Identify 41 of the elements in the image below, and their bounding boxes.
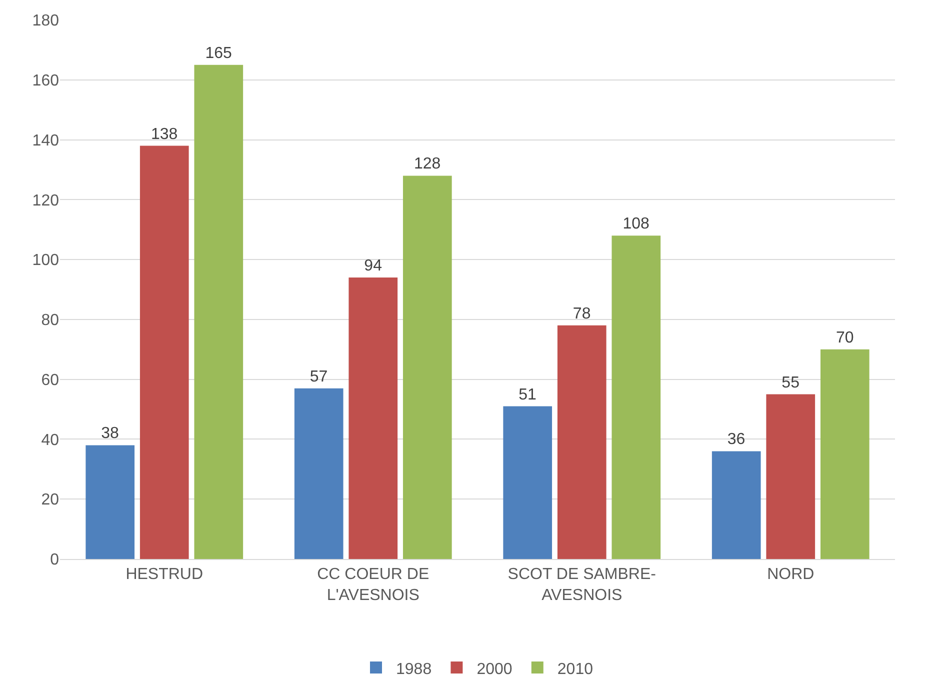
data-label: 128 [414,156,441,173]
bar [86,445,135,559]
data-label: 38 [101,425,120,442]
y-tick-label: 40 [41,432,60,449]
legend-label: 2000 [476,660,512,678]
bar [766,394,816,559]
bar [557,325,606,559]
bar [612,236,661,559]
legend-label: 1988 [396,660,432,678]
bar [140,146,189,559]
bar [402,176,452,559]
x-tick-label: SCOT DE SAMBRE-AVESNOIS [508,566,656,604]
y-tick-label: 20 [41,492,60,509]
data-label: 138 [150,126,178,143]
data-label: 94 [364,258,382,275]
y-tick-label: 180 [32,12,60,30]
bar [294,388,344,559]
data-label: 108 [622,216,650,233]
bar [712,451,761,559]
x-tick-label: CC COEUR DE L'AVESNOIS [317,566,430,604]
bar [503,406,552,559]
y-tick-label: 100 [32,252,60,270]
bar [820,349,870,559]
x-tick-label: NORD [767,566,814,584]
data-label: 57 [310,368,328,386]
data-label: 165 [205,44,232,62]
data-label: 55 [782,374,800,392]
bar [348,278,398,559]
y-tick-label: 80 [41,312,60,330]
y-tick-label: 60 [41,372,60,389]
data-label: 70 [836,329,854,346]
y-tick-label: 0 [50,552,60,569]
bar [194,64,244,559]
legend-label: 2010 [557,660,594,678]
y-tick-label: 140 [32,132,60,150]
x-tick-label: HESTRUD [126,566,204,584]
y-tick-label: 160 [32,72,60,90]
data-label: 78 [572,305,591,322]
data-label: 51 [518,386,537,404]
data-label: 36 [727,431,746,448]
y-tick-label: 120 [32,192,60,210]
